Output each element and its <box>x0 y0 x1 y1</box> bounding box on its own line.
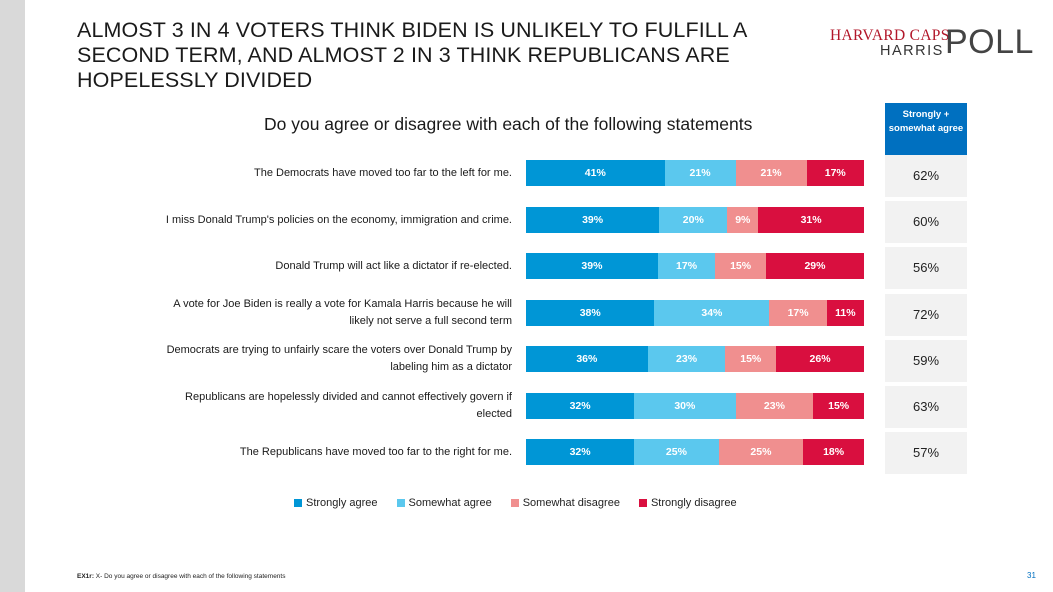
data-label: 23% <box>763 400 785 412</box>
logo-line-3: POLL <box>945 23 1034 61</box>
data-label: 17% <box>824 167 846 179</box>
legend-label: Somewhat agree <box>408 497 492 509</box>
summary-value: 59% <box>885 339 967 384</box>
bar-segment-somewhat-agree: 23% <box>647 346 726 372</box>
bar-segment-somewhat-agree: 21% <box>664 160 736 186</box>
data-label: 15% <box>730 260 752 272</box>
chart-title: Do you agree or disagree with each of th… <box>264 114 753 134</box>
summary-value: 72% <box>885 293 967 338</box>
legend-swatch <box>510 499 519 507</box>
legend-swatch <box>396 499 405 507</box>
summary-value: 57% <box>885 432 967 477</box>
data-label: 29% <box>804 260 826 272</box>
bar-segment-strongly-agree: 41% <box>526 160 665 186</box>
bar-segment-strongly-disagree: 29% <box>765 253 864 279</box>
data-label: 23% <box>676 353 698 365</box>
data-label: 17% <box>676 260 698 272</box>
data-label: 20% <box>682 214 704 226</box>
category-label: Democrats are trying to unfairly scare t… <box>166 344 512 373</box>
legend-swatch <box>638 499 647 507</box>
bar-segment-somewhat-agree: 30% <box>634 393 736 419</box>
footnote-text: X- Do you agree or disagree with each of… <box>93 573 286 580</box>
footnote-code: EX1r: <box>77 573 94 580</box>
legend-label: Strongly agree <box>306 497 378 509</box>
summary-column-header: Strongly + somewhat agree <box>885 103 967 155</box>
summary-value: 62% <box>885 155 967 199</box>
category-label: The Democrats have moved too far to the … <box>253 166 512 179</box>
left-margin-strip <box>0 0 25 592</box>
legend-label: Somewhat disagree <box>522 497 620 509</box>
data-label: 38% <box>579 307 601 319</box>
data-label: 15% <box>740 353 762 365</box>
summary-value: 63% <box>885 386 967 430</box>
data-label: 17% <box>787 307 809 319</box>
bar-segment-strongly-agree: 32% <box>526 439 635 465</box>
legend-item-somewhat-disagree: Somewhat disagree <box>510 497 620 509</box>
bar-segment-strongly-disagree: 11% <box>826 300 864 326</box>
bar-segment-somewhat-agree: 34% <box>654 300 770 326</box>
bar-segment-somewhat-disagree: 15% <box>725 346 777 372</box>
legend-label: Strongly disagree <box>650 497 737 509</box>
bar-segment-somewhat-disagree: 17% <box>769 300 827 326</box>
data-label: 21% <box>760 167 782 179</box>
bar-segment-strongly-agree: 38% <box>526 300 655 326</box>
data-label: 32% <box>569 400 591 412</box>
summary-value: 60% <box>885 201 967 246</box>
bar-segment-strongly-disagree: 31% <box>758 207 864 233</box>
data-label: 39% <box>581 260 603 272</box>
data-label: 15% <box>828 400 850 412</box>
category-label: Republicans are hopelessly divided and c… <box>185 391 512 420</box>
bar-segment-strongly-disagree: 15% <box>813 393 864 419</box>
data-label: 11% <box>835 307 856 319</box>
data-label: 26% <box>809 353 831 365</box>
slide-title: ALMOST 3 IN 4 VOTERS THINK BIDEN IS UNLI… <box>77 18 747 92</box>
logo-line-2: HARRIS <box>880 43 944 59</box>
bar-segment-somewhat-disagree: 23% <box>735 393 814 419</box>
bar-segment-somewhat-agree: 17% <box>657 253 716 279</box>
bar-segment-strongly-disagree: 26% <box>776 346 864 372</box>
bar-segment-strongly-disagree: 17% <box>806 160 864 186</box>
legend-item-strongly-disagree: Strongly disagree <box>638 497 737 509</box>
data-label: 31% <box>800 214 822 226</box>
data-label: 25% <box>750 446 772 458</box>
category-label: The Republicans have moved too far to th… <box>239 445 512 458</box>
legend-item-strongly-agree: Strongly agree <box>294 497 378 509</box>
data-label: 32% <box>569 446 591 458</box>
category-label: Donald Trump will act like a dictator if… <box>275 259 512 272</box>
bar-segment-somewhat-agree: 25% <box>634 439 719 465</box>
bar-segment-strongly-agree: 32% <box>526 393 635 419</box>
footnote: EX1r: X- Do you agree or disagree with e… <box>77 573 285 580</box>
bar-segment-somewhat-disagree: 25% <box>718 439 804 465</box>
data-label: 21% <box>689 167 711 179</box>
data-label: 18% <box>823 446 845 458</box>
data-label: 30% <box>674 400 696 412</box>
page-number: 31 <box>1027 571 1036 580</box>
bar-segment-strongly-agree: 36% <box>526 346 648 372</box>
data-label: 41% <box>584 167 606 179</box>
bar-segment-somewhat-disagree: 9% <box>727 207 759 233</box>
summary-value: 56% <box>885 247 967 292</box>
bar-segment-strongly-agree: 39% <box>526 253 658 279</box>
data-label: 25% <box>665 446 687 458</box>
category-label: A vote for Joe Biden is really a vote fo… <box>173 298 512 327</box>
chart-legend: Strongly agree Somewhat agree Somewhat dis… <box>294 497 756 509</box>
category-label: I miss Donald Trump's policies on the ec… <box>165 213 512 226</box>
logo-line-1: HARVARD CAPS <box>830 27 950 44</box>
data-label: 9% <box>735 214 751 226</box>
bar-segment-somewhat-disagree: 21% <box>735 160 807 186</box>
bar-segment-somewhat-agree: 20% <box>659 207 728 233</box>
harvard-caps-harris-poll-logo: HARVARD CAPS HARRIS POLL <box>828 24 1038 64</box>
data-label: 34% <box>701 307 723 319</box>
legend-swatch <box>294 499 302 507</box>
data-label: 39% <box>582 214 604 226</box>
bar-segment-strongly-agree: 39% <box>526 207 660 233</box>
legend-item-somewhat-agree: Somewhat agree <box>396 497 492 509</box>
bar-segment-strongly-disagree: 18% <box>803 439 864 465</box>
data-label: 36% <box>576 353 598 365</box>
bar-segment-somewhat-disagree: 15% <box>715 253 766 279</box>
